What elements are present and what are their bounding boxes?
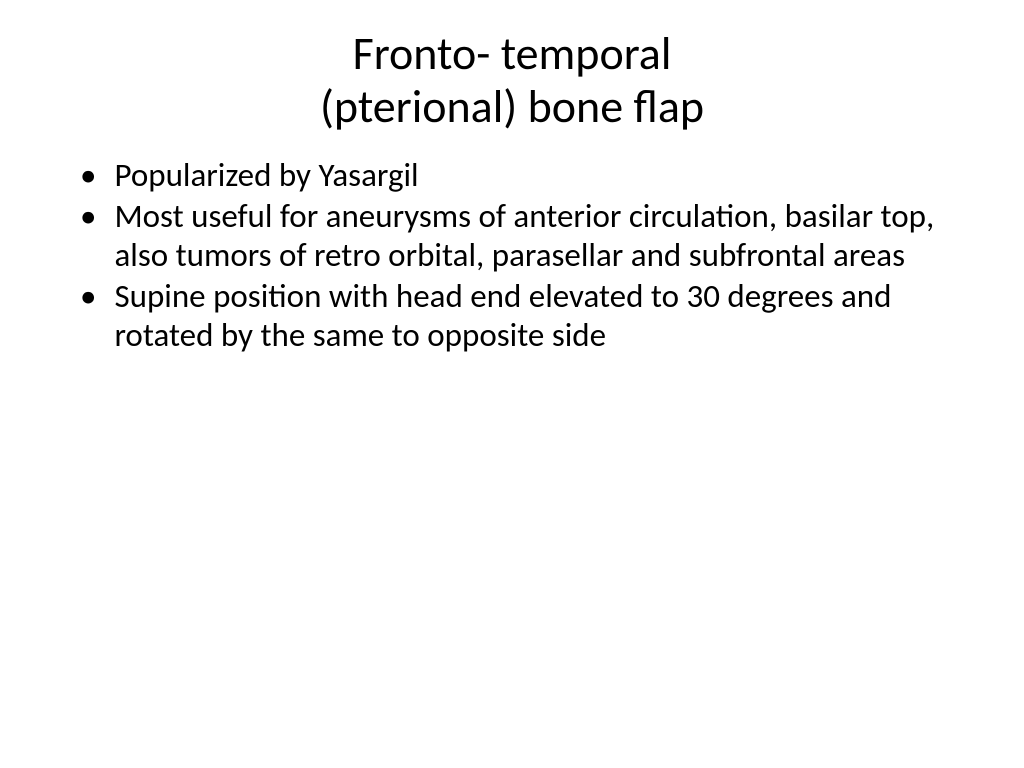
bullet-marker-icon: • [80,156,96,196]
slide-title: Fronto- temporal (pterional) bone flap [50,28,974,134]
bullet-text: Popularized by Yasargil [114,156,974,195]
title-line-2: (pterional) bone flap [320,79,704,135]
bullet-marker-icon: • [80,277,96,317]
bullet-item: • Supine position with head end elevated… [60,277,974,355]
bullet-item: • Most useful for aneurysms of anterior … [60,197,974,275]
title-line-1: Fronto- temporal [353,26,672,82]
slide-container: Fronto- temporal (pterional) bone flap •… [0,0,1024,768]
slide-content: • Popularized by Yasargil • Most useful … [50,156,974,355]
bullet-text: Supine position with head end elevated t… [114,277,974,355]
bullet-item: • Popularized by Yasargil [60,156,974,196]
bullet-marker-icon: • [80,197,96,237]
bullet-text: Most useful for aneurysms of anterior ci… [114,197,974,275]
